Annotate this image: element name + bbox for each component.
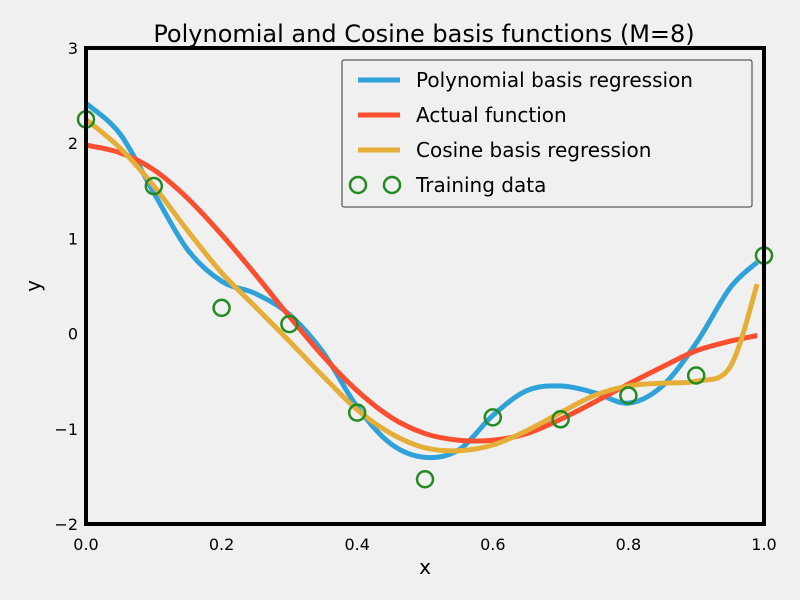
x-axis-label: x bbox=[419, 555, 431, 579]
series-line-cosine bbox=[84, 117, 760, 454]
x-tick-label: 0.8 bbox=[616, 535, 641, 554]
plot-frame bbox=[84, 46, 766, 526]
x-tick-label: 0.0 bbox=[73, 535, 98, 554]
series-line-polynomial bbox=[84, 101, 759, 461]
legend-box bbox=[341, 59, 753, 208]
legend: Polynomial basis regression Actual funct… bbox=[341, 59, 753, 208]
legend-label-cosine: Cosine basis regression bbox=[416, 138, 651, 162]
training-point-4 bbox=[347, 403, 367, 422]
y-tick-label: 3 bbox=[68, 39, 78, 58]
y-tick-label: −1 bbox=[54, 420, 78, 439]
training-point-2 bbox=[212, 298, 231, 318]
y-axis-label: y bbox=[21, 280, 45, 292]
legend-marker-training-2 bbox=[382, 175, 402, 195]
chart-title: Polynomial and Cosine basis functions (M… bbox=[153, 20, 694, 48]
x-tick-label: 0.2 bbox=[209, 535, 234, 554]
legend-label-polynomial: Polynomial basis regression bbox=[416, 68, 693, 92]
y-tick-label: 1 bbox=[68, 229, 78, 248]
training-point-7 bbox=[551, 410, 570, 429]
legend-marker-training-1 bbox=[348, 175, 368, 195]
x-tick-label: 0.4 bbox=[344, 535, 369, 554]
training-point-3 bbox=[280, 314, 299, 334]
y-axis-ticks: −2 −1 0 1 2 3 bbox=[54, 39, 78, 534]
legend-label-training: Training data bbox=[415, 173, 546, 197]
legend-label-actual: Actual function bbox=[416, 103, 567, 127]
training-point-6 bbox=[483, 408, 503, 427]
x-tick-label: 0.6 bbox=[480, 535, 505, 554]
y-tick-label: 0 bbox=[68, 325, 78, 344]
training-point-8 bbox=[619, 386, 638, 405]
training-data-points bbox=[76, 110, 774, 489]
series-line-actual bbox=[85, 142, 758, 444]
series-layer bbox=[84, 101, 760, 461]
training-point-9 bbox=[686, 366, 706, 385]
training-point-1 bbox=[144, 176, 164, 196]
y-tick-label: −2 bbox=[54, 515, 78, 534]
x-tick-label: 1.0 bbox=[751, 535, 776, 554]
x-axis-ticks: 0.0 0.2 0.4 0.6 0.8 1.0 bbox=[73, 535, 776, 554]
y-tick-label: 2 bbox=[68, 134, 78, 153]
training-point-5 bbox=[415, 470, 435, 489]
